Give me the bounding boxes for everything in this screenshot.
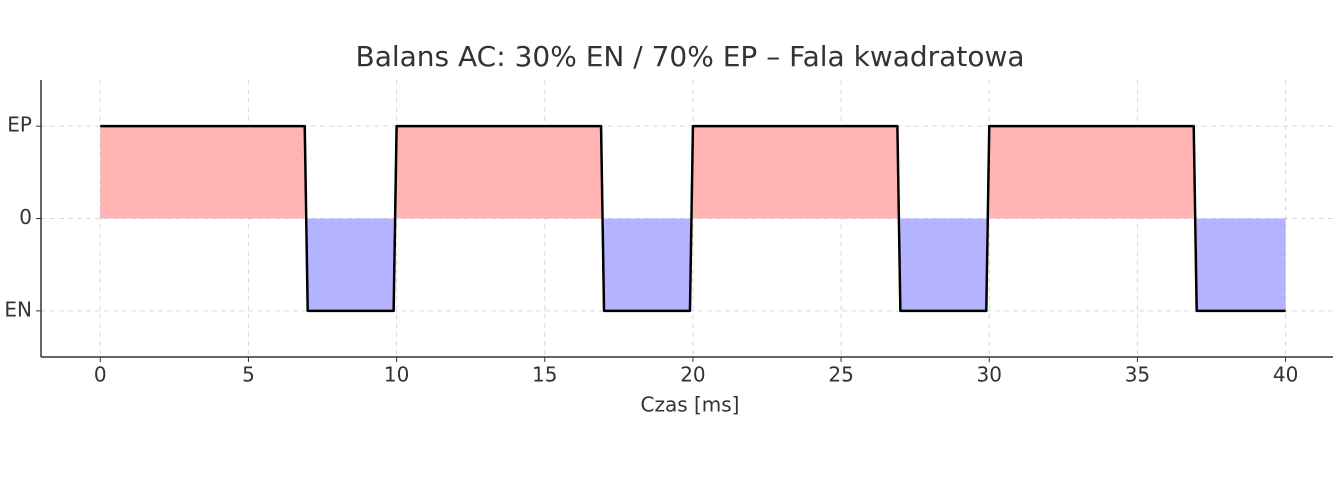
y-tick-label: EP: [7, 113, 32, 137]
fill-area: [396, 126, 602, 219]
fill-area: [604, 218, 690, 311]
fill-area: [692, 126, 898, 219]
chart-title: Balans AC: 30% EN / 70% EP – Fala kwadra…: [355, 40, 1024, 73]
x-tick-label: 5: [242, 363, 255, 387]
x-tick-label: 30: [977, 363, 1002, 387]
y-tick-label: 0: [19, 205, 32, 229]
x-tick-label: 35: [1125, 363, 1150, 387]
x-tick-label: 20: [680, 363, 705, 387]
x-axis-label: Czas [ms]: [640, 393, 739, 417]
x-tick-label: 25: [828, 363, 853, 387]
line: [100, 124, 1286, 313]
x-tick-label: 0: [94, 363, 107, 387]
y-tick-label: EN: [4, 297, 32, 321]
fill-area: [307, 218, 394, 311]
fill-area: [1196, 218, 1286, 311]
fill-area: [100, 126, 305, 219]
fill-area: [900, 218, 987, 311]
fill-area: [989, 126, 1194, 219]
x-tick-label: 15: [532, 363, 557, 387]
x-tick-label: 40: [1273, 363, 1298, 387]
x-tick-label: 10: [384, 363, 409, 387]
